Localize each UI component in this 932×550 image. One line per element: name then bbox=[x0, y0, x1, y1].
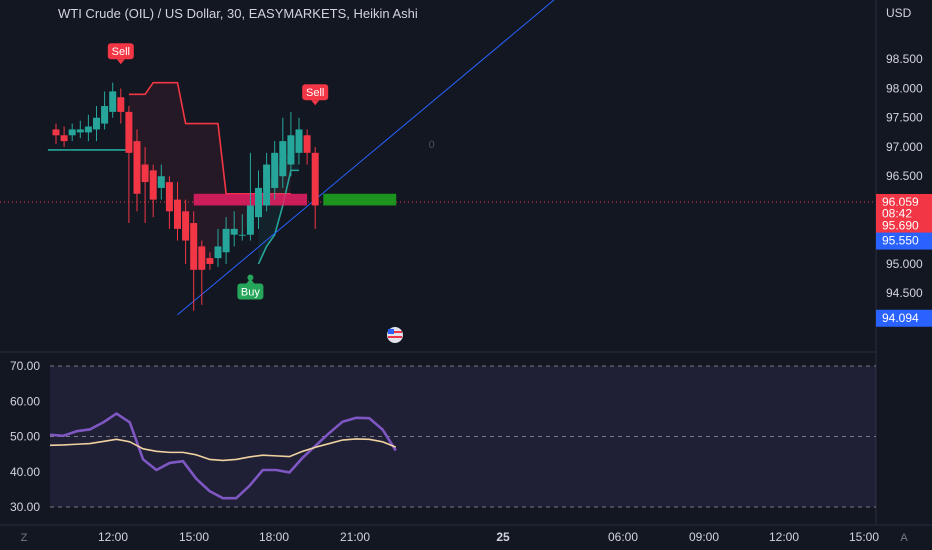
rsi-axis-tick-label: 30.00 bbox=[10, 500, 40, 514]
chart-title: WTI Crude (OIL) / US Dollar, 30, EASYMAR… bbox=[58, 6, 418, 21]
candle-body bbox=[230, 228, 238, 235]
price-axis-tick-label: 98.500 bbox=[886, 52, 923, 66]
candle-body bbox=[279, 141, 287, 177]
rsi-line bbox=[49, 412, 397, 500]
candle-body bbox=[246, 205, 254, 235]
sell-signal-arrow bbox=[311, 100, 320, 106]
candle-body bbox=[133, 141, 141, 194]
price-axis-tick-label: 98.000 bbox=[886, 81, 923, 95]
candle-body bbox=[182, 211, 190, 241]
candle-body bbox=[84, 126, 92, 133]
candle-body bbox=[206, 258, 214, 264]
trendline[interactable] bbox=[177, 0, 555, 316]
candle-body bbox=[76, 129, 84, 133]
candle-body bbox=[222, 228, 230, 253]
us-flag-event-icon bbox=[388, 331, 402, 333]
candle-body bbox=[190, 223, 198, 270]
sell-signal-label bbox=[107, 43, 134, 60]
price-axis-tick-label: 94.500 bbox=[886, 286, 923, 300]
candle-body bbox=[125, 111, 133, 153]
buy-signal-label bbox=[237, 283, 264, 300]
currency-label: USD bbox=[886, 6, 912, 20]
candle-body bbox=[214, 246, 222, 259]
time-axis-tick-label: 06:00 bbox=[608, 530, 638, 544]
time-axis-tick-label: 12:00 bbox=[769, 530, 799, 544]
buy-signal-text: Buy bbox=[241, 287, 260, 299]
candle-body bbox=[198, 246, 206, 270]
us-flag-event-icon bbox=[388, 336, 402, 338]
buy-signal-dot bbox=[247, 274, 254, 281]
rsi-ma-line bbox=[49, 438, 397, 462]
us-flag-event-icon[interactable] bbox=[385, 325, 405, 345]
rsi-axis-tick-label: 50.00 bbox=[10, 430, 40, 444]
candle-body bbox=[109, 91, 117, 112]
price-axis-badge-text: 08:42 bbox=[882, 207, 912, 221]
candle-body bbox=[263, 164, 271, 206]
sell-signal-text: Sell bbox=[112, 46, 130, 58]
candle-body bbox=[311, 152, 319, 206]
price-axis-badge-text: 94.094 bbox=[882, 311, 919, 325]
log-scale-toggle[interactable]: A bbox=[900, 532, 908, 544]
price-axis-badge bbox=[876, 217, 932, 235]
candle-body bbox=[117, 97, 125, 112]
price-axis-badge bbox=[876, 232, 932, 250]
sell-signal-label bbox=[302, 84, 329, 101]
zone-box bbox=[323, 193, 397, 206]
candle-body bbox=[287, 135, 295, 165]
price-axis-tick-label: 95.000 bbox=[886, 257, 923, 271]
time-axis-tick-label: 09:00 bbox=[689, 530, 719, 544]
price-axis-tick-label: 97.000 bbox=[886, 140, 923, 154]
time-axis-tick-label: 15:00 bbox=[849, 530, 879, 544]
time-axis-tick-label: 21:00 bbox=[340, 530, 370, 544]
us-flag-event-icon bbox=[388, 329, 394, 334]
rsi-axis-tick-label: 60.00 bbox=[10, 394, 40, 408]
rsi-axis-tick-label: 40.00 bbox=[10, 465, 40, 479]
price-axis-badge-text: 95.690 bbox=[882, 218, 919, 232]
candle-body bbox=[157, 176, 165, 188]
price-axis-badge-text: 96.059 bbox=[882, 195, 919, 209]
candle-body bbox=[101, 106, 109, 124]
candle-body bbox=[165, 182, 173, 212]
supertrend-up-line bbox=[257, 169, 299, 265]
candle-body bbox=[255, 187, 262, 218]
sell-signal-arrow bbox=[116, 59, 125, 65]
candle-body bbox=[60, 135, 68, 142]
candle-body bbox=[174, 199, 181, 229]
buy-signal-arrow bbox=[246, 278, 255, 284]
time-axis-tick-label: 25 bbox=[496, 530, 510, 544]
candle-body bbox=[238, 234, 246, 236]
price-axis-tick-label: 97.500 bbox=[886, 111, 923, 125]
candle-body bbox=[141, 164, 149, 183]
auto-scale-toggle[interactable]: Z bbox=[20, 532, 28, 544]
candle-body bbox=[93, 117, 100, 130]
candle-body bbox=[303, 135, 311, 153]
candle-body bbox=[149, 170, 157, 200]
price-axis-tick-label: 96.500 bbox=[886, 169, 923, 183]
sell-signal-text: Sell bbox=[306, 87, 324, 99]
time-axis-tick-label: 15:00 bbox=[179, 530, 209, 544]
candle-body bbox=[295, 129, 303, 153]
rsi-axis-tick-label: 70.00 bbox=[10, 359, 40, 373]
time-axis-tick-label: 18:00 bbox=[259, 530, 289, 544]
price-axis-badge bbox=[876, 309, 932, 327]
candle-body bbox=[52, 129, 60, 136]
price-axis-badge-text: 95.550 bbox=[882, 234, 919, 248]
candle-body bbox=[68, 129, 76, 136]
chart-annotation: 0 bbox=[429, 139, 435, 151]
candle-body bbox=[271, 152, 279, 188]
time-axis-tick-label: 12:00 bbox=[98, 530, 128, 544]
